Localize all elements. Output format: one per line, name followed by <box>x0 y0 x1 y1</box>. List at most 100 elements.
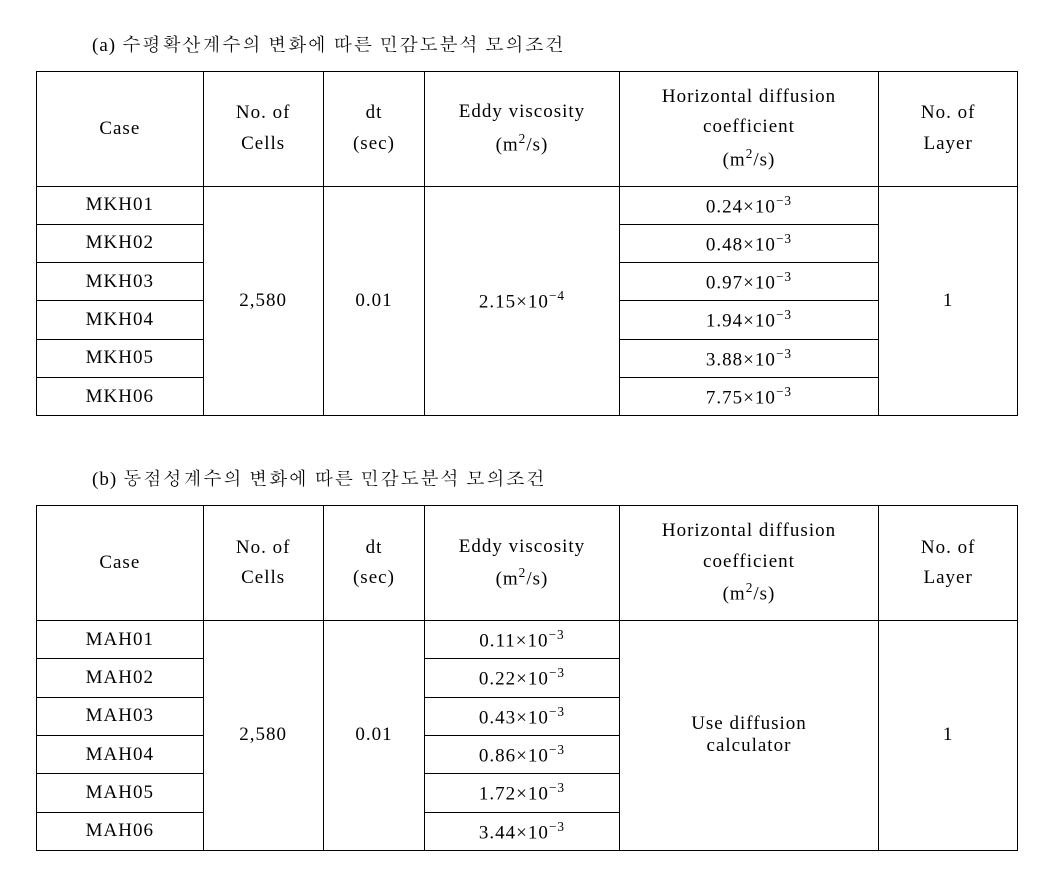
cell-dt: 0.01 <box>323 620 425 850</box>
cell-ev: 0.86×10−3 <box>425 735 619 773</box>
table-b: Case No. of Cells dt (sec) Eddy viscosit… <box>36 505 1018 850</box>
cell-cells: 2,580 <box>203 620 323 850</box>
cell-hd: 0.24×10−3 <box>619 186 879 224</box>
col-cells: No. of Cells <box>203 72 323 187</box>
col-layer-l1: No. of <box>921 537 976 558</box>
cell-layer: 1 <box>879 186 1018 416</box>
cell-case: MAH04 <box>37 735 204 773</box>
col-hd-unit-pre: (m <box>723 584 746 605</box>
cell-case: MKH06 <box>37 378 204 416</box>
cell-case: MAH02 <box>37 659 204 697</box>
cell-case: MKH01 <box>37 186 204 224</box>
cell-case: MAH05 <box>37 774 204 812</box>
hd-exp: −3 <box>776 384 792 399</box>
col-ev-unit-pre: (m <box>496 134 519 155</box>
cell-case: MKH05 <box>37 339 204 377</box>
cell-ev: 1.72×10−3 <box>425 774 619 812</box>
cell-case: MAH06 <box>37 812 204 850</box>
col-ev-unit-post: /s) <box>526 568 548 589</box>
col-cells-l2: Cells <box>241 567 285 588</box>
ev-value: 0.11×10 <box>479 630 548 651</box>
table-row: MKH01 2,580 0.01 2.15×10−4 0.24×10−3 1 <box>37 186 1018 224</box>
hd-text-l1: Use diffusion <box>691 713 807 734</box>
cell-case: MAH03 <box>37 697 204 735</box>
table-a-caption: (a) 수평확산계수의 변화에 따른 민감도분석 모의조건 <box>92 30 1018 57</box>
ev-exp: −3 <box>549 780 565 795</box>
col-eddy-viscosity: Eddy viscosity (m2/s) <box>425 506 619 621</box>
ev-value: 0.43×10 <box>479 707 549 728</box>
col-hd-l2: coefficient <box>703 116 795 137</box>
col-cells-l1: No. of <box>236 537 291 558</box>
cell-hd: 3.88×10−3 <box>619 339 879 377</box>
hd-value: 3.88×10 <box>706 349 776 370</box>
col-horizontal-diffusion: Horizontal diffusion coefficient (m2/s) <box>619 72 879 187</box>
cell-hd: 7.75×10−3 <box>619 378 879 416</box>
col-horizontal-diffusion: Horizontal diffusion coefficient (m2/s) <box>619 506 879 621</box>
col-layer-l2: Layer <box>923 133 972 154</box>
spacer <box>36 416 1018 458</box>
ev-value: 2.15×10 <box>479 292 549 313</box>
hd-value: 1.94×10 <box>706 311 776 332</box>
ev-exp: −3 <box>549 704 565 719</box>
col-layer-l1: No. of <box>921 102 976 123</box>
ev-value: 1.72×10 <box>479 784 549 805</box>
hd-exp: −3 <box>776 346 792 361</box>
table-b-caption: (b) 동점성계수의 변화에 따른 민감도분석 모의조건 <box>92 464 1018 491</box>
cell-ev: 0.22×10−3 <box>425 659 619 697</box>
col-hd-unit-pre: (m <box>723 149 746 170</box>
col-ev-l1: Eddy viscosity <box>459 536 585 557</box>
col-hd-unit-post: /s) <box>753 149 775 170</box>
col-dt-l2: (sec) <box>353 133 395 154</box>
cell-eddy-viscosity: 2.15×10−4 <box>425 186 619 416</box>
col-case: Case <box>37 72 204 187</box>
cell-case: MAH01 <box>37 620 204 658</box>
col-dt-l1: dt <box>366 102 383 123</box>
ev-value: 0.22×10 <box>479 669 549 690</box>
cell-dt: 0.01 <box>323 186 425 416</box>
ev-exp: −3 <box>549 665 565 680</box>
cell-case: MKH03 <box>37 263 204 301</box>
cell-ev: 0.11×10−3 <box>425 620 619 658</box>
cell-case: MKH02 <box>37 224 204 262</box>
hd-value: 0.48×10 <box>706 234 776 255</box>
cell-cells: 2,580 <box>203 186 323 416</box>
hd-value: 0.97×10 <box>706 272 776 293</box>
table-a: Case No. of Cells dt (sec) Eddy viscosit… <box>36 71 1018 416</box>
hd-exp: −3 <box>776 231 792 246</box>
table-row: MAH01 2,580 0.01 0.11×10−3 Use diffusion… <box>37 620 1018 658</box>
col-hd-l2: coefficient <box>703 551 795 572</box>
ev-exp: −3 <box>549 627 565 642</box>
col-eddy-viscosity: Eddy viscosity (m2/s) <box>425 72 619 187</box>
cell-hd: 0.48×10−3 <box>619 224 879 262</box>
col-cells-l2: Cells <box>241 133 285 154</box>
hd-exp: −3 <box>776 269 792 284</box>
hd-text-l2: calculator <box>707 735 792 756</box>
cell-hd: 0.97×10−3 <box>619 263 879 301</box>
ev-exp: −3 <box>549 742 565 757</box>
col-case: Case <box>37 506 204 621</box>
hd-value: 7.75×10 <box>706 387 776 408</box>
col-layer: No. of Layer <box>879 506 1018 621</box>
col-dt-l1: dt <box>366 537 383 558</box>
col-dt: dt (sec) <box>323 506 425 621</box>
cell-ev: 3.44×10−3 <box>425 812 619 850</box>
table-b-header-row: Case No. of Cells dt (sec) Eddy viscosit… <box>37 506 1018 621</box>
cell-hd: 1.94×10−3 <box>619 301 879 339</box>
col-hd-l1: Horizontal diffusion <box>662 520 836 541</box>
table-a-header-row: Case No. of Cells dt (sec) Eddy viscosit… <box>37 72 1018 187</box>
col-cells: No. of Cells <box>203 506 323 621</box>
col-ev-l1: Eddy viscosity <box>459 101 585 122</box>
ev-exp: −3 <box>549 819 565 834</box>
cell-hd-text: Use diffusion calculator <box>619 620 879 850</box>
cell-case: MKH04 <box>37 301 204 339</box>
col-dt: dt (sec) <box>323 72 425 187</box>
hd-value: 0.24×10 <box>706 196 776 217</box>
col-layer: No. of Layer <box>879 72 1018 187</box>
col-hd-l1: Horizontal diffusion <box>662 86 836 107</box>
cell-ev: 0.43×10−3 <box>425 697 619 735</box>
col-dt-l2: (sec) <box>353 567 395 588</box>
col-ev-unit-post: /s) <box>526 134 548 155</box>
hd-exp: −3 <box>776 307 792 322</box>
col-hd-unit-post: /s) <box>753 584 775 605</box>
ev-value: 3.44×10 <box>479 822 549 843</box>
